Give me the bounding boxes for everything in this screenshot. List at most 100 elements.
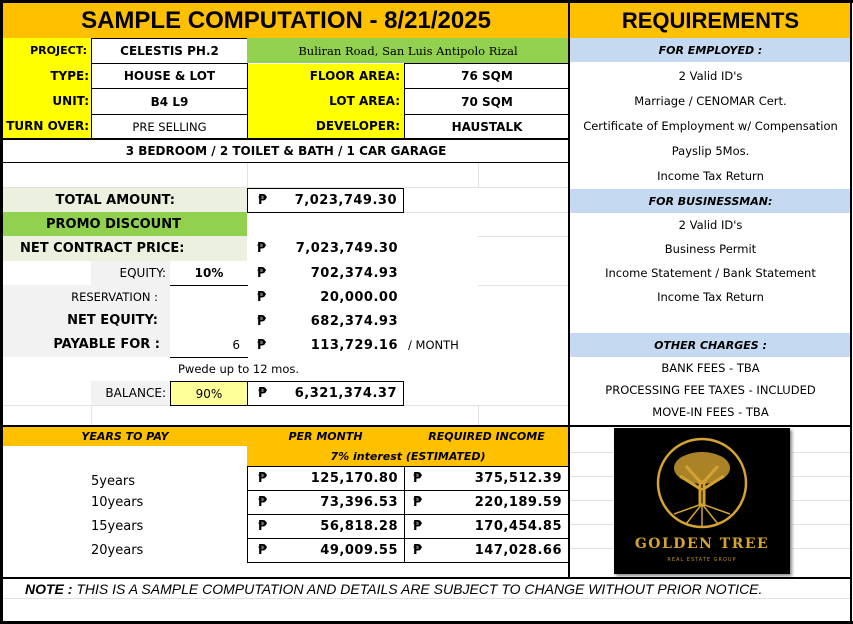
payable-value[interactable]: ₱ 113,729.16 — [247, 333, 404, 357]
requirement-item: Marriage / CENOMAR Cert. — [634, 93, 787, 108]
equity-percent[interactable]: 10% — [170, 261, 248, 286]
requirement-item: Business Permit — [664, 242, 757, 256]
net-equity-value[interactable]: ₱ 682,374.93 — [247, 309, 404, 333]
balance-percent[interactable]: 90% — [170, 381, 248, 406]
amount: 702,374.93 — [310, 265, 398, 281]
years-cell: 10years — [91, 494, 144, 510]
employed-header: FOR EMPLOYED : — [570, 38, 851, 62]
years-cell: 20years — [91, 542, 144, 558]
turnover-label: TURN OVER: — [6, 118, 89, 133]
header-years: YEARS TO PAY — [3, 425, 248, 446]
amount: 49,009.55 — [320, 543, 398, 558]
peso-icon: ₱ — [257, 265, 267, 281]
lot-area-label: LOT AREA: — [329, 93, 400, 108]
label-column-right: FLOOR AREA: LOT AREA: DEVELOPER: — [248, 64, 404, 138]
requirement-item: 2 Valid ID's — [678, 218, 743, 232]
peso-icon: ₱ — [257, 241, 267, 256]
balance-value[interactable]: ₱ 6,321,374.37 — [247, 381, 404, 406]
amount: 20,000.00 — [320, 289, 398, 305]
unit-value[interactable]: B4 L9 — [91, 88, 248, 115]
reservation-label: RESERVATION : — [71, 289, 158, 304]
golden-tree-logo: GOLDEN TREE REAL ESTATE GROUP — [614, 428, 790, 574]
amount: 56,818.28 — [320, 519, 398, 534]
peso-icon: ₱ — [258, 386, 268, 401]
promo-discount-label[interactable]: PROMO DISCOUNT — [3, 212, 247, 236]
net-equity-label: NET EQUITY: — [67, 312, 158, 328]
ncp-value[interactable]: ₱ 7,023,749.30 — [247, 236, 404, 261]
charges-header: OTHER CHARGES : — [570, 333, 851, 357]
project-value[interactable]: CELESTIS PH.2 — [91, 38, 248, 64]
peso-icon: ₱ — [258, 495, 268, 510]
equity-value[interactable]: ₱ 702,374.93 — [247, 261, 404, 285]
amount: 147,028.66 — [474, 543, 562, 558]
floor-area-value[interactable]: 76 SQM — [404, 63, 570, 89]
amount: 7,023,749.30 — [294, 193, 397, 208]
amount: 7,023,749.30 — [295, 241, 398, 256]
peso-icon: ₱ — [413, 471, 423, 486]
tree-icon — [656, 437, 748, 529]
years-cell: 5years — [91, 473, 136, 489]
requirement-item: PROCESSING FEE TAXES - INCLUDED — [605, 383, 816, 397]
amount: 6,321,374.37 — [294, 386, 397, 401]
lot-area-value[interactable]: 70 SQM — [404, 88, 570, 115]
type-label: TYPE: — [50, 68, 89, 83]
logo-name: GOLDEN TREE — [634, 536, 770, 552]
peso-icon: ₱ — [257, 313, 267, 329]
amount: 220,189.59 — [474, 495, 562, 510]
peso-icon: ₱ — [258, 193, 268, 208]
peso-icon: ₱ — [258, 543, 268, 558]
location-value[interactable]: Buliran Road, San Luis Antipolo Rizal — [247, 38, 569, 63]
amount: 73,396.53 — [320, 495, 398, 510]
peso-icon: ₱ — [258, 471, 268, 486]
requirement-item: Certificate of Employment w/ Compensatio… — [583, 118, 838, 133]
per-month-cell[interactable]: ₱ 56,818.28 — [247, 514, 405, 539]
per-month-suffix: / MONTH — [408, 338, 459, 352]
interest-note: 7% interest (ESTIMATED) — [247, 446, 569, 466]
requirement-item: Income Tax Return — [657, 168, 764, 183]
requirement-item: BANK FEES - TBA — [661, 361, 760, 375]
project-label: PROJECT: — [3, 38, 91, 63]
payable-label: PAYABLE FOR : — [53, 337, 160, 353]
requirement-item: Income Tax Return — [657, 290, 764, 304]
amount: 113,729.16 — [310, 337, 398, 353]
developer-value[interactable]: HAUSTALK — [404, 114, 570, 139]
per-month-cell[interactable]: ₱ 73,396.53 — [247, 490, 405, 515]
peso-icon: ₱ — [413, 519, 423, 534]
amount: 375,512.39 — [474, 471, 562, 486]
years-cell: 15years — [91, 518, 144, 534]
required-income-cell[interactable]: ₱ 220,189.59 — [404, 490, 569, 515]
label-column: TYPE: UNIT: TURN OVER: — [3, 63, 91, 138]
balance-label: BALANCE: — [91, 381, 170, 405]
payable-months[interactable]: 6 — [170, 333, 248, 358]
logo-tagline: REAL ESTATE GROUP — [667, 557, 737, 563]
requirement-item: Income Statement / Bank Statement — [605, 266, 816, 280]
payable-note: Pwede up to 12 mos. — [178, 362, 300, 376]
requirement-item: MOVE-IN FEES - TBA — [652, 405, 769, 419]
business-header: FOR BUSINESSMAN: — [570, 189, 851, 213]
requirement-item: Payslip 5Mos. — [671, 143, 750, 158]
features-row[interactable]: 3 BEDROOM / 2 TOILET & BATH / 1 CAR GARA… — [3, 138, 569, 163]
header-per-month: PER MONTH — [247, 425, 405, 446]
equity-label: EQUITY: — [91, 261, 170, 285]
equity-labels: RESERVATION : NET EQUITY: PAYABLE FOR : — [3, 285, 170, 357]
page-title: SAMPLE COMPUTATION - 8/21/2025 — [3, 3, 569, 38]
type-value[interactable]: HOUSE & LOT — [91, 63, 248, 89]
peso-icon: ₱ — [413, 543, 423, 558]
unit-label: UNIT: — [52, 93, 89, 108]
per-month-cell[interactable]: ₱ 49,009.55 — [247, 538, 405, 563]
turnover-value[interactable]: PRE SELLING — [91, 114, 248, 139]
required-income-cell[interactable]: ₱ 375,512.39 — [404, 466, 569, 491]
required-income-cell[interactable]: ₱ 147,028.66 — [404, 538, 569, 563]
required-income-cell[interactable]: ₱ 170,454.85 — [404, 514, 569, 539]
total-amount-label: TOTAL AMOUNT: — [3, 188, 247, 212]
ncp-label: NET CONTRACT PRICE: — [3, 236, 247, 261]
reservation-value[interactable]: ₱ 20,000.00 — [247, 285, 404, 309]
note-label: NOTE : — [25, 580, 73, 597]
peso-icon: ₱ — [413, 495, 423, 510]
per-month-cell[interactable]: ₱ 125,170.80 — [247, 466, 405, 491]
total-amount-value[interactable]: ₱ 7,023,749.30 — [247, 188, 404, 213]
header-required-income: REQUIRED INCOME — [404, 425, 569, 446]
peso-icon: ₱ — [257, 337, 267, 353]
amount: 125,170.80 — [310, 471, 398, 486]
